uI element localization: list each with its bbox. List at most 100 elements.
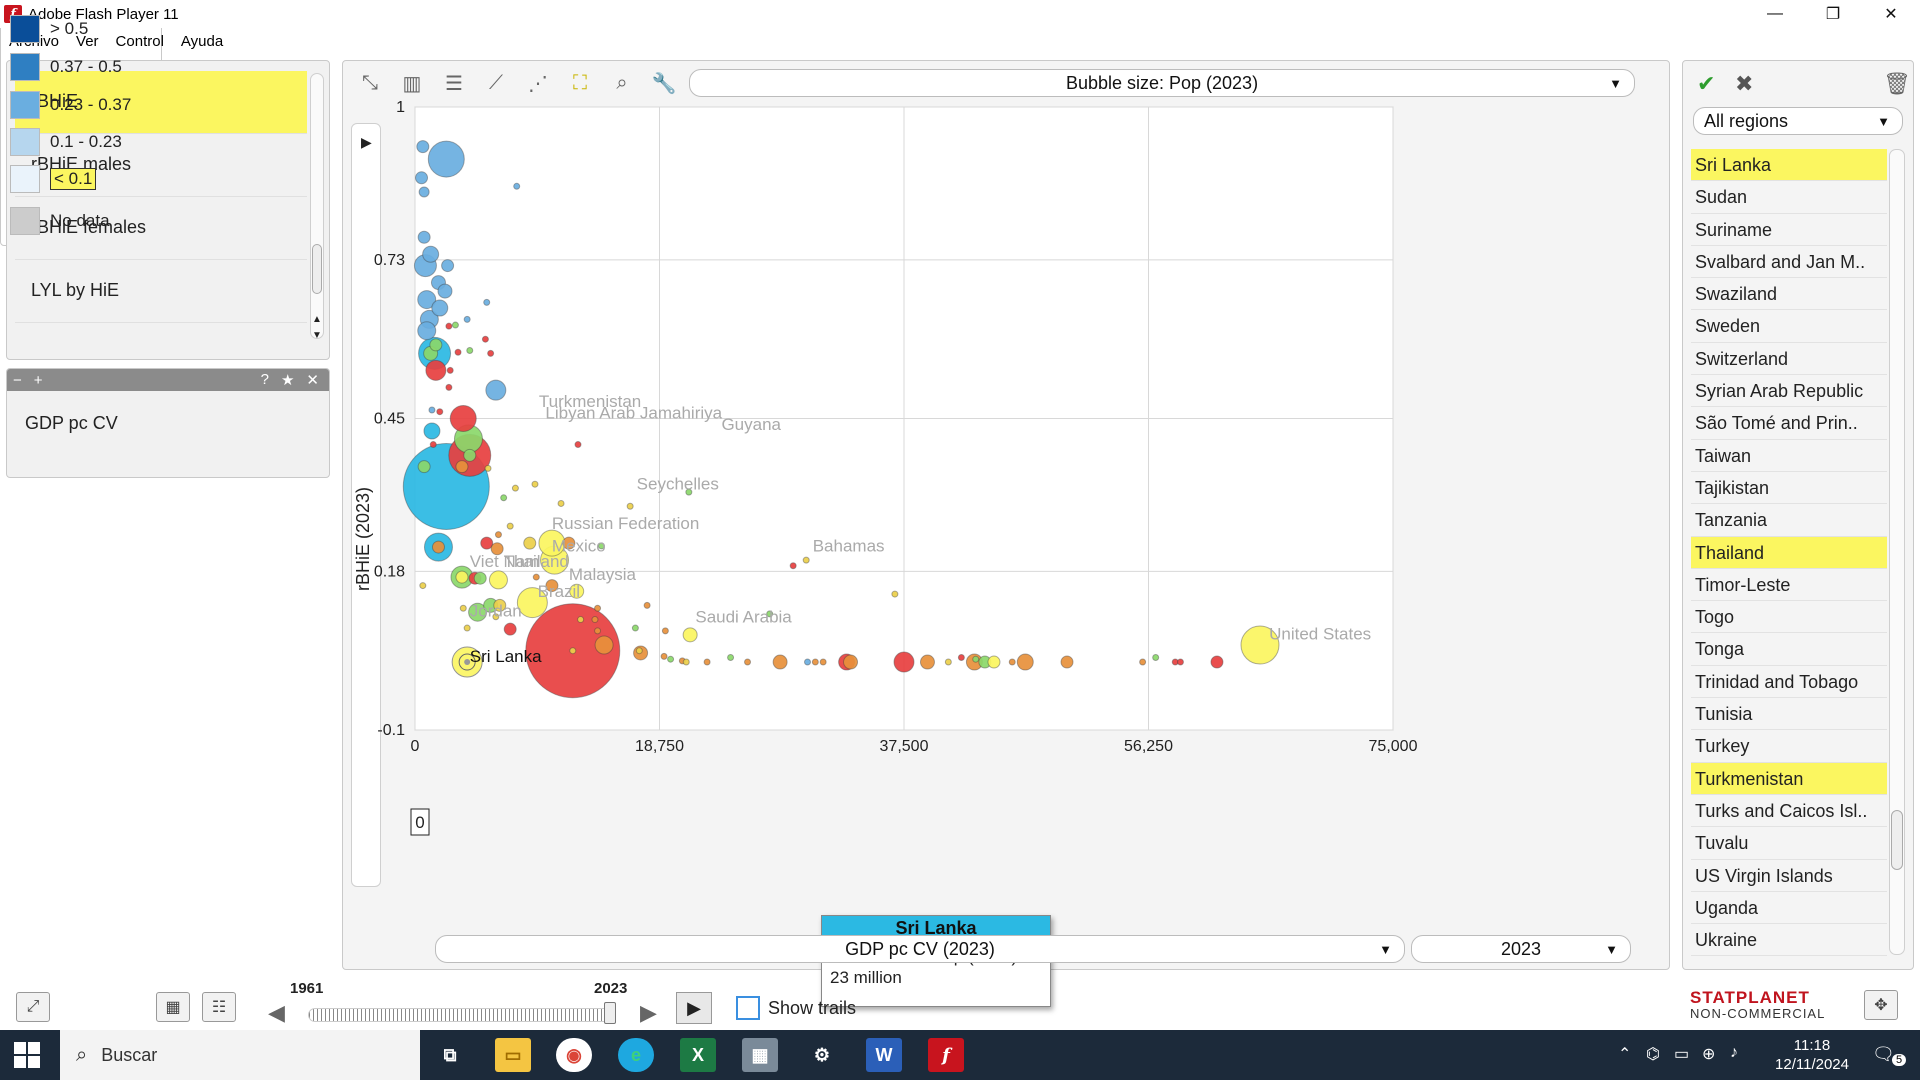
table-view-icon[interactable]: ▦	[156, 992, 190, 1022]
checkmark-icon[interactable]: ✔	[1697, 71, 1716, 96]
indicator-item-rbhie[interactable]: rBHiE	[15, 71, 307, 134]
country-item[interactable]: Swaziland	[1691, 278, 1887, 311]
file-explorer-icon[interactable]: ▭	[495, 1038, 531, 1072]
scatter-icon[interactable]: ⋰	[528, 72, 548, 95]
chrome-icon[interactable]: ◉	[556, 1038, 592, 1072]
x-icon[interactable]: ✖	[1735, 71, 1754, 96]
task-view-icon[interactable]: ⧉	[443, 1044, 457, 1065]
country-item[interactable]: Togo	[1691, 601, 1887, 634]
expand-icon[interactable]: +	[33, 371, 43, 389]
timeline-slider-thumb[interactable]	[604, 1002, 616, 1024]
country-item[interactable]: Ukraine	[1691, 924, 1887, 957]
notes-view-icon[interactable]: ☷	[202, 992, 236, 1022]
size-panel-header: − + ? ★ ✕	[7, 369, 329, 391]
close-panel-icon[interactable]: ✕	[306, 372, 319, 389]
country-item[interactable]: Taiwan	[1691, 440, 1887, 472]
legend-label: 0.23 - 0.37	[50, 95, 132, 114]
tray-chevron-icon[interactable]: ⌃	[1618, 1046, 1632, 1063]
country-item[interactable]: Sweden	[1691, 310, 1887, 343]
country-item[interactable]: Suriname	[1691, 214, 1887, 246]
previous-year-icon[interactable]: ◀	[268, 1000, 285, 1025]
country-item[interactable]: Tonga	[1691, 633, 1887, 666]
vertical-axis-selector[interactable]: ▶	[351, 123, 381, 887]
windows-start-icon[interactable]	[14, 1042, 40, 1068]
menu-ver[interactable]: Ver	[76, 32, 99, 50]
country-item[interactable]: Timor-Leste	[1691, 569, 1887, 602]
bubble	[569, 583, 585, 599]
bubble	[431, 540, 445, 554]
indicator-scrollbar[interactable]: ▲ ▼	[310, 73, 324, 341]
network-status-icon[interactable]: ⌬	[1646, 1046, 1660, 1063]
word-icon[interactable]: W	[866, 1038, 902, 1072]
indicator-scroll-thumb[interactable]	[312, 244, 322, 294]
year-dropdown[interactable]: 2023 ▼	[1411, 935, 1631, 963]
country-scrollbar[interactable]	[1889, 149, 1905, 955]
star-icon[interactable]: ★	[280, 372, 295, 389]
expand-axis-icon[interactable]: ▶	[361, 134, 372, 150]
country-item[interactable]: Uganda	[1691, 892, 1887, 925]
trash-icon[interactable]: 🗑	[1883, 71, 1911, 96]
minimize-button[interactable]: —	[1767, 5, 1783, 22]
horizontal-bar-icon[interactable]: ☰	[445, 72, 463, 95]
excel-icon[interactable]: X	[680, 1038, 716, 1072]
country-item[interactable]: Thailand	[1691, 536, 1887, 569]
country-item[interactable]: Tunisia	[1691, 698, 1887, 731]
bar-chart-icon[interactable]: ▥	[402, 72, 422, 95]
country-item[interactable]: Tuvalu	[1691, 827, 1887, 860]
volume-icon[interactable]: ♪	[1730, 1044, 1738, 1061]
taskbar-search[interactable]: ⌕ Buscar	[60, 1030, 420, 1080]
flash-player-icon[interactable]: f	[928, 1038, 964, 1072]
country-item[interactable]: Switzerland	[1691, 343, 1887, 376]
help-icon[interactable]: ?	[260, 371, 269, 388]
settings-icon[interactable]: ⚙	[813, 1044, 831, 1065]
region-dropdown[interactable]: All regions ▼	[1693, 107, 1903, 135]
menu-control[interactable]: Control	[115, 32, 164, 50]
language-icon[interactable]: ⊕	[1702, 1046, 1716, 1063]
edge-icon[interactable]: e	[618, 1038, 654, 1072]
line-chart-icon[interactable]: ⟋	[489, 71, 503, 94]
size-indicator-label[interactable]: GDP pc CV	[25, 413, 118, 433]
battery-icon[interactable]: ▭	[1674, 1046, 1690, 1063]
country-item[interactable]: Trinidad and Tobago	[1691, 666, 1887, 699]
bubble	[804, 658, 812, 666]
show-trails-label[interactable]: Show trails	[768, 998, 857, 1018]
country-item[interactable]: Sri Lanka	[1691, 149, 1887, 182]
collapse-icon[interactable]: −	[13, 371, 22, 389]
expand-panels-icon[interactable]: ✥	[1864, 990, 1898, 1020]
restore-button[interactable]: ❐	[1825, 6, 1841, 23]
wrench-icon[interactable]: 🔧	[651, 72, 677, 95]
bubble-size-dropdown[interactable]: Bubble size: Pop (2023) ▼	[689, 69, 1635, 97]
scroll-up-icon[interactable]: ▲	[312, 314, 322, 325]
legend-item: 0.23 - 0.37	[10, 90, 131, 120]
country-item[interactable]: Turkmenistan	[1691, 762, 1887, 795]
bubble-chart-icon[interactable]: ⛶	[573, 71, 587, 94]
notifications-icon[interactable]: 🗨	[1872, 1044, 1895, 1064]
close-button[interactable]: ✕	[1884, 6, 1898, 23]
timeline-slider[interactable]	[308, 1008, 612, 1022]
country-scroll-thumb[interactable]	[1891, 810, 1903, 870]
indicator-item-lyl-by-hie[interactable]: LYL by HiE	[15, 260, 307, 323]
play-button[interactable]: ▶	[676, 992, 712, 1024]
legend-swatch	[10, 91, 40, 119]
country-item[interactable]: Tajikistan	[1691, 472, 1887, 505]
country-item[interactable]: Svalbard and Jan M..	[1691, 246, 1887, 279]
taskbar-clock[interactable]: 11:18 12/11/2024	[1762, 1036, 1862, 1074]
scroll-down-icon[interactable]: ▼	[312, 330, 322, 341]
calculator-icon[interactable]: ▦	[742, 1038, 778, 1072]
country-item[interactable]: US Virgin Islands	[1691, 860, 1887, 892]
country-item[interactable]: Sudan	[1691, 181, 1887, 214]
country-item[interactable]: São Tomé and Prin..	[1691, 407, 1887, 440]
show-trails-checkbox[interactable]	[736, 996, 760, 1020]
magnifier-icon[interactable]: ⌕	[616, 71, 628, 94]
clock-time: 11:18	[1793, 1037, 1831, 1054]
x-axis-dropdown[interactable]: GDP pc CV (2023) ▼	[435, 935, 1405, 963]
fullscreen-icon[interactable]: ⤢	[16, 992, 50, 1022]
country-item[interactable]: Syrian Arab Republic	[1691, 375, 1887, 408]
country-item[interactable]: Tanzania	[1691, 504, 1887, 537]
country-item[interactable]: Turkey	[1691, 730, 1887, 763]
indicator-item-rbhie-females[interactable]: rBHiE females	[15, 197, 307, 260]
menu-ayuda[interactable]: Ayuda	[180, 32, 224, 50]
next-year-icon[interactable]: ▶	[640, 1000, 657, 1025]
zoom-extent-icon[interactable]: ⤡	[362, 71, 378, 94]
country-item[interactable]: Turks and Caicos Isl..	[1691, 795, 1887, 828]
